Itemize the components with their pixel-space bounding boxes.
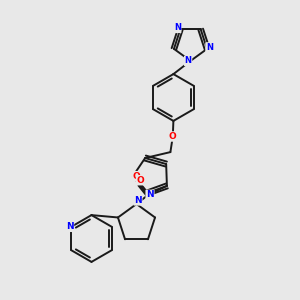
Text: N: N (174, 23, 181, 32)
Text: N: N (134, 196, 142, 205)
Text: N: N (184, 56, 192, 65)
Text: N: N (66, 222, 74, 231)
Text: O: O (136, 176, 144, 185)
Text: N: N (206, 43, 213, 52)
Text: N: N (146, 190, 154, 200)
Text: O: O (133, 172, 140, 181)
Text: O: O (169, 132, 177, 141)
